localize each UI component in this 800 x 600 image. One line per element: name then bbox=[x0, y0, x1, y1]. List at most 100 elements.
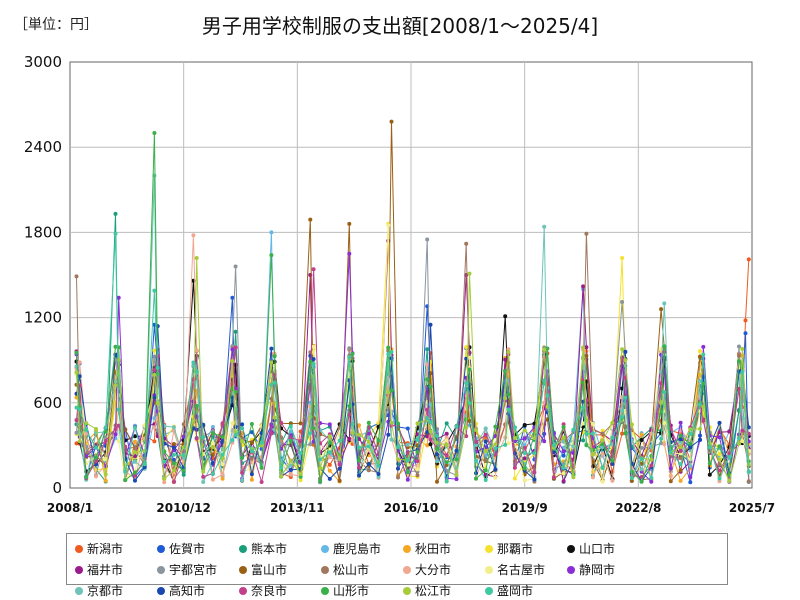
data-point bbox=[142, 462, 147, 467]
y-tick-label: 1800 bbox=[24, 223, 62, 241]
data-point bbox=[584, 231, 589, 236]
data-point bbox=[288, 424, 293, 429]
data-point bbox=[113, 231, 118, 236]
data-point bbox=[327, 468, 332, 473]
data-point bbox=[483, 478, 488, 482]
data-point bbox=[77, 407, 82, 412]
data-point bbox=[389, 119, 394, 124]
x-tick-label: 2010/12 bbox=[156, 501, 210, 515]
legend-item: 新潟市 bbox=[75, 540, 157, 557]
data-point bbox=[103, 457, 108, 462]
data-point bbox=[629, 422, 634, 427]
data-point bbox=[623, 375, 628, 380]
data-point bbox=[467, 367, 472, 372]
data-point bbox=[571, 475, 576, 480]
data-point bbox=[545, 393, 550, 398]
data-point bbox=[249, 430, 254, 435]
data-point bbox=[181, 434, 186, 439]
data-point bbox=[171, 425, 176, 430]
data-point bbox=[201, 480, 206, 484]
legend-item: 松山市 bbox=[321, 561, 403, 578]
legend-marker bbox=[567, 544, 575, 553]
data-point bbox=[308, 217, 313, 222]
data-point bbox=[123, 478, 128, 483]
data-point bbox=[620, 386, 625, 391]
data-point bbox=[522, 423, 527, 427]
data-point bbox=[668, 450, 673, 455]
data-point bbox=[311, 357, 316, 362]
y-tick-label: 600 bbox=[33, 394, 62, 412]
legend-item: 大分市 bbox=[403, 561, 485, 578]
data-point bbox=[551, 443, 556, 448]
data-point bbox=[357, 423, 361, 428]
legend-label: 那覇市 bbox=[497, 542, 534, 556]
data-point bbox=[171, 468, 176, 473]
data-point bbox=[386, 352, 391, 357]
data-point bbox=[581, 284, 586, 289]
data-point bbox=[522, 478, 527, 483]
data-point bbox=[133, 425, 137, 430]
data-point bbox=[581, 345, 586, 350]
data-point bbox=[649, 431, 654, 436]
data-point bbox=[240, 439, 245, 444]
data-point bbox=[746, 431, 751, 436]
data-point bbox=[350, 352, 355, 356]
data-point bbox=[230, 395, 235, 400]
data-point bbox=[220, 476, 225, 481]
data-point bbox=[542, 439, 547, 444]
data-point bbox=[350, 430, 355, 435]
data-point bbox=[454, 424, 459, 429]
data-point bbox=[493, 475, 498, 480]
y-tick-label: 0 bbox=[52, 479, 62, 497]
legend-item: 奈良市 bbox=[239, 582, 321, 599]
data-point bbox=[201, 469, 206, 474]
data-point bbox=[337, 462, 342, 467]
data-point bbox=[503, 442, 508, 447]
data-point bbox=[444, 460, 449, 465]
legend-marker bbox=[157, 565, 165, 574]
data-point bbox=[483, 458, 488, 463]
data-point bbox=[337, 478, 342, 483]
data-point bbox=[240, 470, 245, 475]
data-point bbox=[162, 449, 167, 454]
data-point bbox=[396, 445, 400, 449]
data-point bbox=[639, 432, 644, 437]
data-point bbox=[717, 420, 722, 425]
data-point bbox=[610, 435, 615, 440]
data-point bbox=[561, 449, 566, 454]
data-point bbox=[194, 369, 199, 374]
data-point bbox=[249, 422, 254, 426]
legend-marker bbox=[485, 586, 493, 595]
data-point bbox=[94, 474, 98, 479]
data-point bbox=[210, 445, 215, 450]
data-point bbox=[678, 420, 683, 425]
data-point bbox=[405, 470, 410, 475]
data-point bbox=[311, 439, 316, 444]
data-point bbox=[366, 468, 371, 473]
data-point bbox=[506, 350, 511, 354]
y-tick-label: 1200 bbox=[24, 309, 62, 327]
data-point bbox=[425, 416, 430, 421]
series-line bbox=[76, 223, 750, 481]
data-point bbox=[639, 438, 644, 442]
data-point bbox=[717, 444, 722, 449]
data-point bbox=[405, 477, 410, 482]
data-point bbox=[590, 475, 595, 480]
data-point bbox=[503, 369, 508, 374]
data-point bbox=[269, 230, 274, 235]
data-point bbox=[155, 365, 160, 370]
data-point bbox=[600, 428, 605, 433]
data-point bbox=[133, 450, 137, 455]
data-point bbox=[327, 450, 332, 455]
data-point bbox=[737, 441, 741, 446]
data-point bbox=[366, 420, 371, 425]
data-point bbox=[493, 442, 498, 447]
data-point bbox=[396, 466, 400, 471]
data-point bbox=[428, 442, 433, 447]
data-point bbox=[522, 451, 527, 455]
series-20 bbox=[74, 231, 751, 484]
data-point bbox=[272, 380, 277, 385]
data-point bbox=[503, 435, 508, 440]
data-point bbox=[288, 435, 293, 440]
